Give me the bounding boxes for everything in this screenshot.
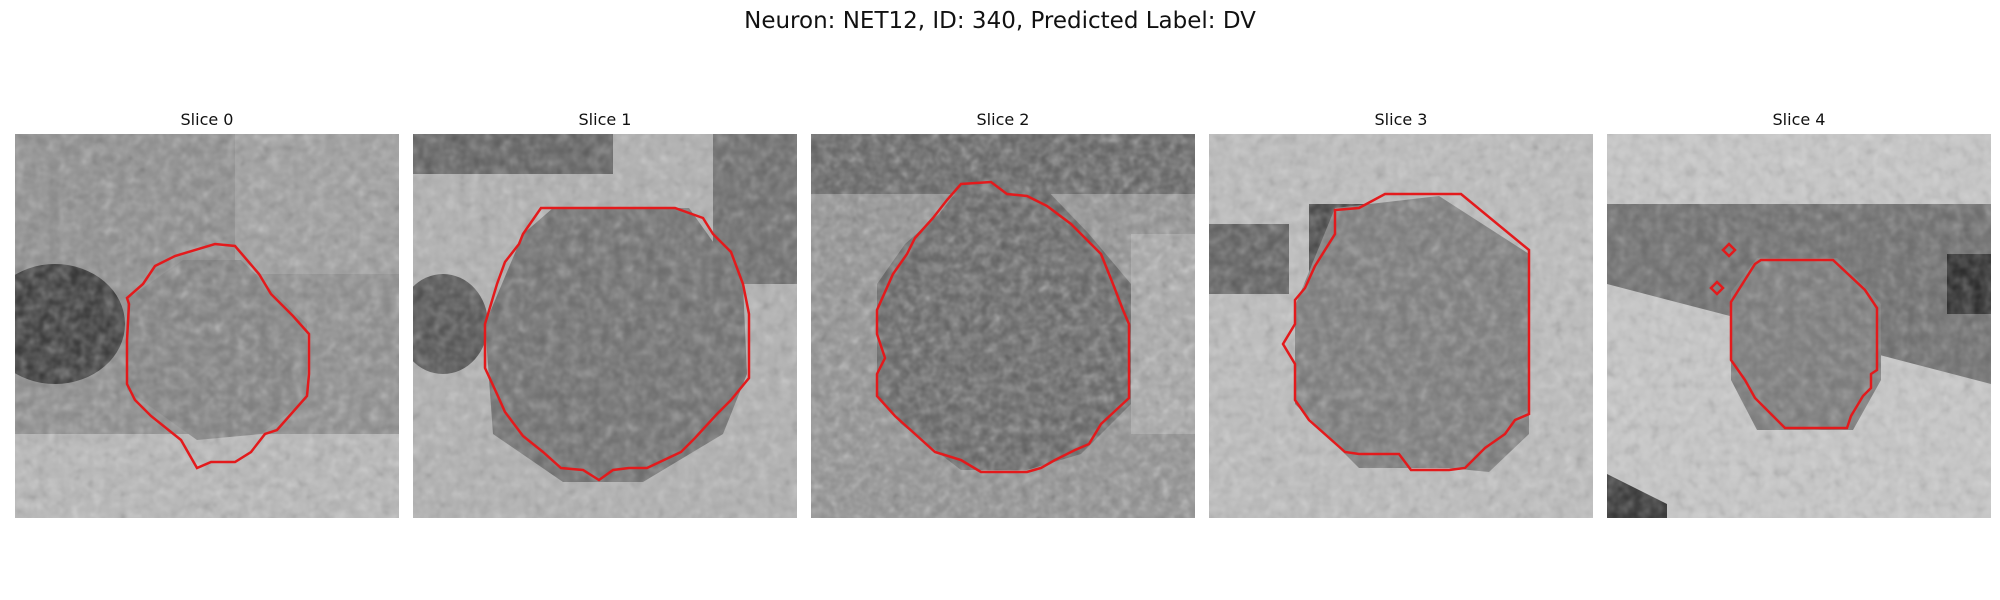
slice-4-image xyxy=(1607,134,1991,518)
slice-1-image xyxy=(413,134,797,518)
slice-3-image xyxy=(1209,134,1593,518)
slice-2-panel xyxy=(811,134,1195,518)
slice-1-panel xyxy=(413,134,797,518)
slice-3-contour xyxy=(1281,192,1531,472)
slice-4-contour-fragment xyxy=(1721,242,1737,258)
slice-3-title: Slice 3 xyxy=(1374,110,1428,129)
slice-2-contour xyxy=(875,180,1131,474)
slice-0-panel xyxy=(15,134,399,518)
slice-0-title: Slice 0 xyxy=(180,110,234,129)
slice-4-contour xyxy=(1729,258,1879,430)
slice-0-contour xyxy=(125,242,311,470)
slice-0-image xyxy=(15,134,399,518)
slice-4-panel xyxy=(1607,134,1991,518)
slice-2-title: Slice 2 xyxy=(976,110,1030,129)
figure-title: Neuron: NET12, ID: 340, Predicted Label:… xyxy=(744,8,1256,34)
slice-3-panel xyxy=(1209,134,1593,518)
slice-2-image xyxy=(811,134,1195,518)
slice-4-title: Slice 4 xyxy=(1772,110,1826,129)
slice-1-title: Slice 1 xyxy=(578,110,632,129)
slice-4-contour-fragment xyxy=(1709,280,1725,296)
slice-1-contour xyxy=(483,206,751,482)
